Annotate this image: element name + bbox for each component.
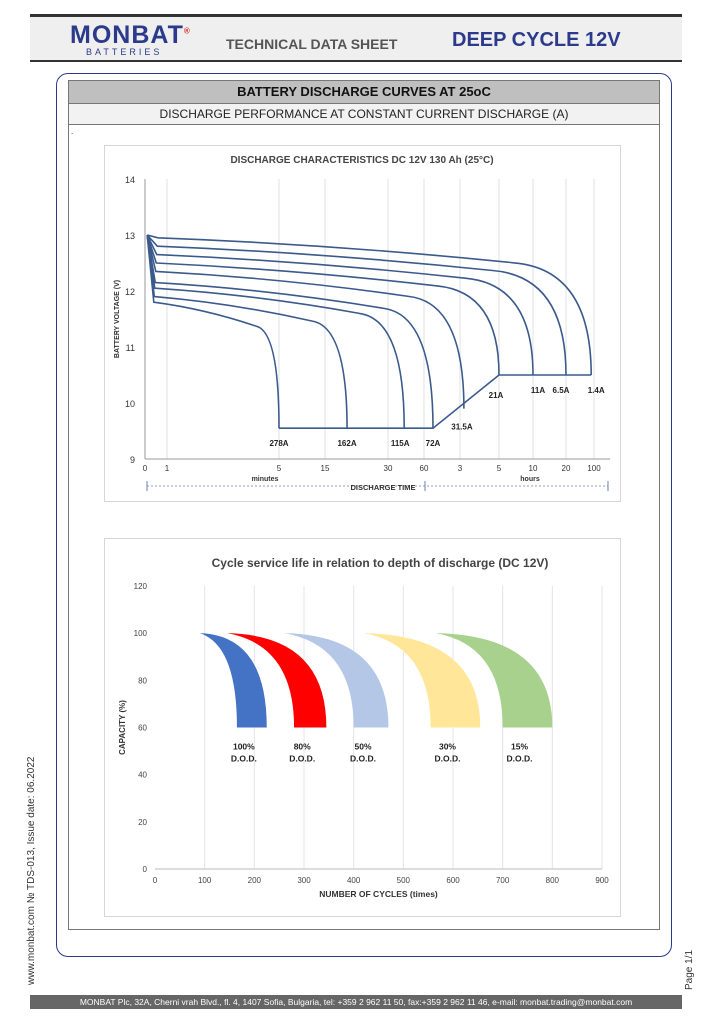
dod-label: 100% [233,742,255,752]
x-axis-label: DISCHARGE TIME [350,483,415,492]
series-label: 162A [337,439,356,448]
content-box [68,125,660,930]
series-label: 115A [391,439,410,448]
y-tick-label: 12 [125,287,135,297]
discharge-curve [146,234,434,429]
x-tick-label: 60 [420,464,429,473]
dod-label: 80% [294,742,311,752]
document-reference: www.monbat.com № TDS-013, Issue date: 06… [26,756,37,985]
page-header: MONBAT® BATTERIES TECHNICAL DATA SHEET D… [30,14,682,62]
logo-subtitle: BATTERIES [86,47,163,57]
x-tick-label: 300 [297,876,311,885]
dod-band [284,633,389,728]
discharge-curve [146,234,348,429]
content-frame [56,73,672,957]
x-tick-label: 900 [595,876,609,885]
x-tick-label: 1 [165,464,170,473]
y-tick-label: 13 [125,231,135,241]
x-tick-label: 30 [384,464,393,473]
dod-label-suffix: D.O.D. [350,754,376,764]
section-subtitle: DISCHARGE PERFORMANCE AT CONSTANT CURREN… [68,104,660,125]
y-tick-label: 9 [130,455,135,465]
dod-label: 15% [511,742,528,752]
y-tick-label: 40 [138,771,147,780]
dod-band [227,633,327,728]
page-number: Page 1/1 [684,949,695,990]
y-tick-label: 0 [143,865,148,874]
y-tick-label: 120 [134,582,148,591]
x-unit-hours: hours [520,476,540,483]
dod-label-suffix: D.O.D. [507,754,533,764]
dod-label: 50% [355,742,372,752]
x-tick-label: 100 [198,876,212,885]
x-tick-label: 600 [446,876,460,885]
x-tick-label: 10 [529,464,538,473]
monbat-logo: MONBAT® [70,21,191,49]
dod-label-suffix: D.O.D. [289,754,315,764]
x-unit-minutes: minutes [252,476,279,483]
product-title: DEEP CYCLE 12V [452,29,621,51]
discharge-curve [146,234,280,429]
discharge-curve [146,234,465,409]
dod-label: 30% [439,742,456,752]
x-tick-label: 15 [321,464,330,473]
x-tick-label: 800 [546,876,560,885]
x-tick-label: 5 [497,464,502,473]
series-label: 6.5A [553,386,570,395]
dod-band [199,633,267,728]
y-tick-label: 60 [138,724,147,733]
x-tick-label: 3 [458,464,463,473]
x-tick-label: 400 [347,876,361,885]
x-axis-label: NUMBER OF CYCLES (times) [319,889,438,899]
page-footer: MONBAT Plc, 32A, Cherni vrah Blvd., fl. … [30,995,682,1009]
cycle-life-chart-panel: Cycle service life in relation to depth … [104,538,621,917]
series-label: 31.5A [451,423,473,432]
x-tick-label: 5 [277,464,282,473]
section-title: BATTERY DISCHARGE CURVES AT 25oC [68,80,660,104]
series-label: 11A [531,386,545,395]
discharge-curve [146,234,534,376]
dod-band [363,633,481,728]
x-tick-label: 20 [562,464,571,473]
chart-title: Cycle service life in relation to depth … [212,556,549,570]
x-tick-label: 0 [143,464,148,473]
series-label: 72A [426,439,441,448]
document-title: TECHNICAL DATA SHEET [226,36,398,52]
series-label: 21A [489,391,504,400]
discharge-curve [146,234,592,376]
cutoff-line [279,374,592,430]
x-tick-label: 100 [587,464,601,473]
stray-mark: . [71,127,74,136]
y-axis-label: CAPACITY (%) [118,700,127,755]
chart-title: DISCHARGE CHARACTERISTICS DC 12V 130 Ah … [230,155,493,166]
y-tick-label: 80 [138,676,147,685]
discharge-chart: DISCHARGE CHARACTERISTICS DC 12V 130 Ah … [114,155,610,492]
discharge-chart-panel: DISCHARGE CHARACTERISTICS DC 12V 130 Ah … [104,145,621,502]
dod-label-suffix: D.O.D. [434,754,460,764]
y-axis-label: BATTERY VOLTAGE (V) [114,280,121,358]
dod-band [435,633,553,728]
y-tick-label: 20 [138,818,147,827]
x-tick-label: 200 [248,876,262,885]
discharge-curve [146,234,500,376]
y-tick-label: 14 [125,175,135,185]
dod-label-suffix: D.O.D. [231,754,257,764]
cycle-life-chart: Cycle service life in relation to depth … [118,556,609,899]
discharge-curve [146,234,567,376]
y-tick-label: 11 [126,343,135,353]
series-label: 1.4A [588,386,605,395]
y-tick-label: 100 [134,629,148,638]
y-tick-label: 10 [125,399,135,409]
series-label: 278A [269,439,288,448]
x-tick-label: 0 [153,876,158,885]
x-tick-label: 700 [496,876,510,885]
discharge-curve [146,234,405,429]
x-tick-label: 500 [397,876,411,885]
